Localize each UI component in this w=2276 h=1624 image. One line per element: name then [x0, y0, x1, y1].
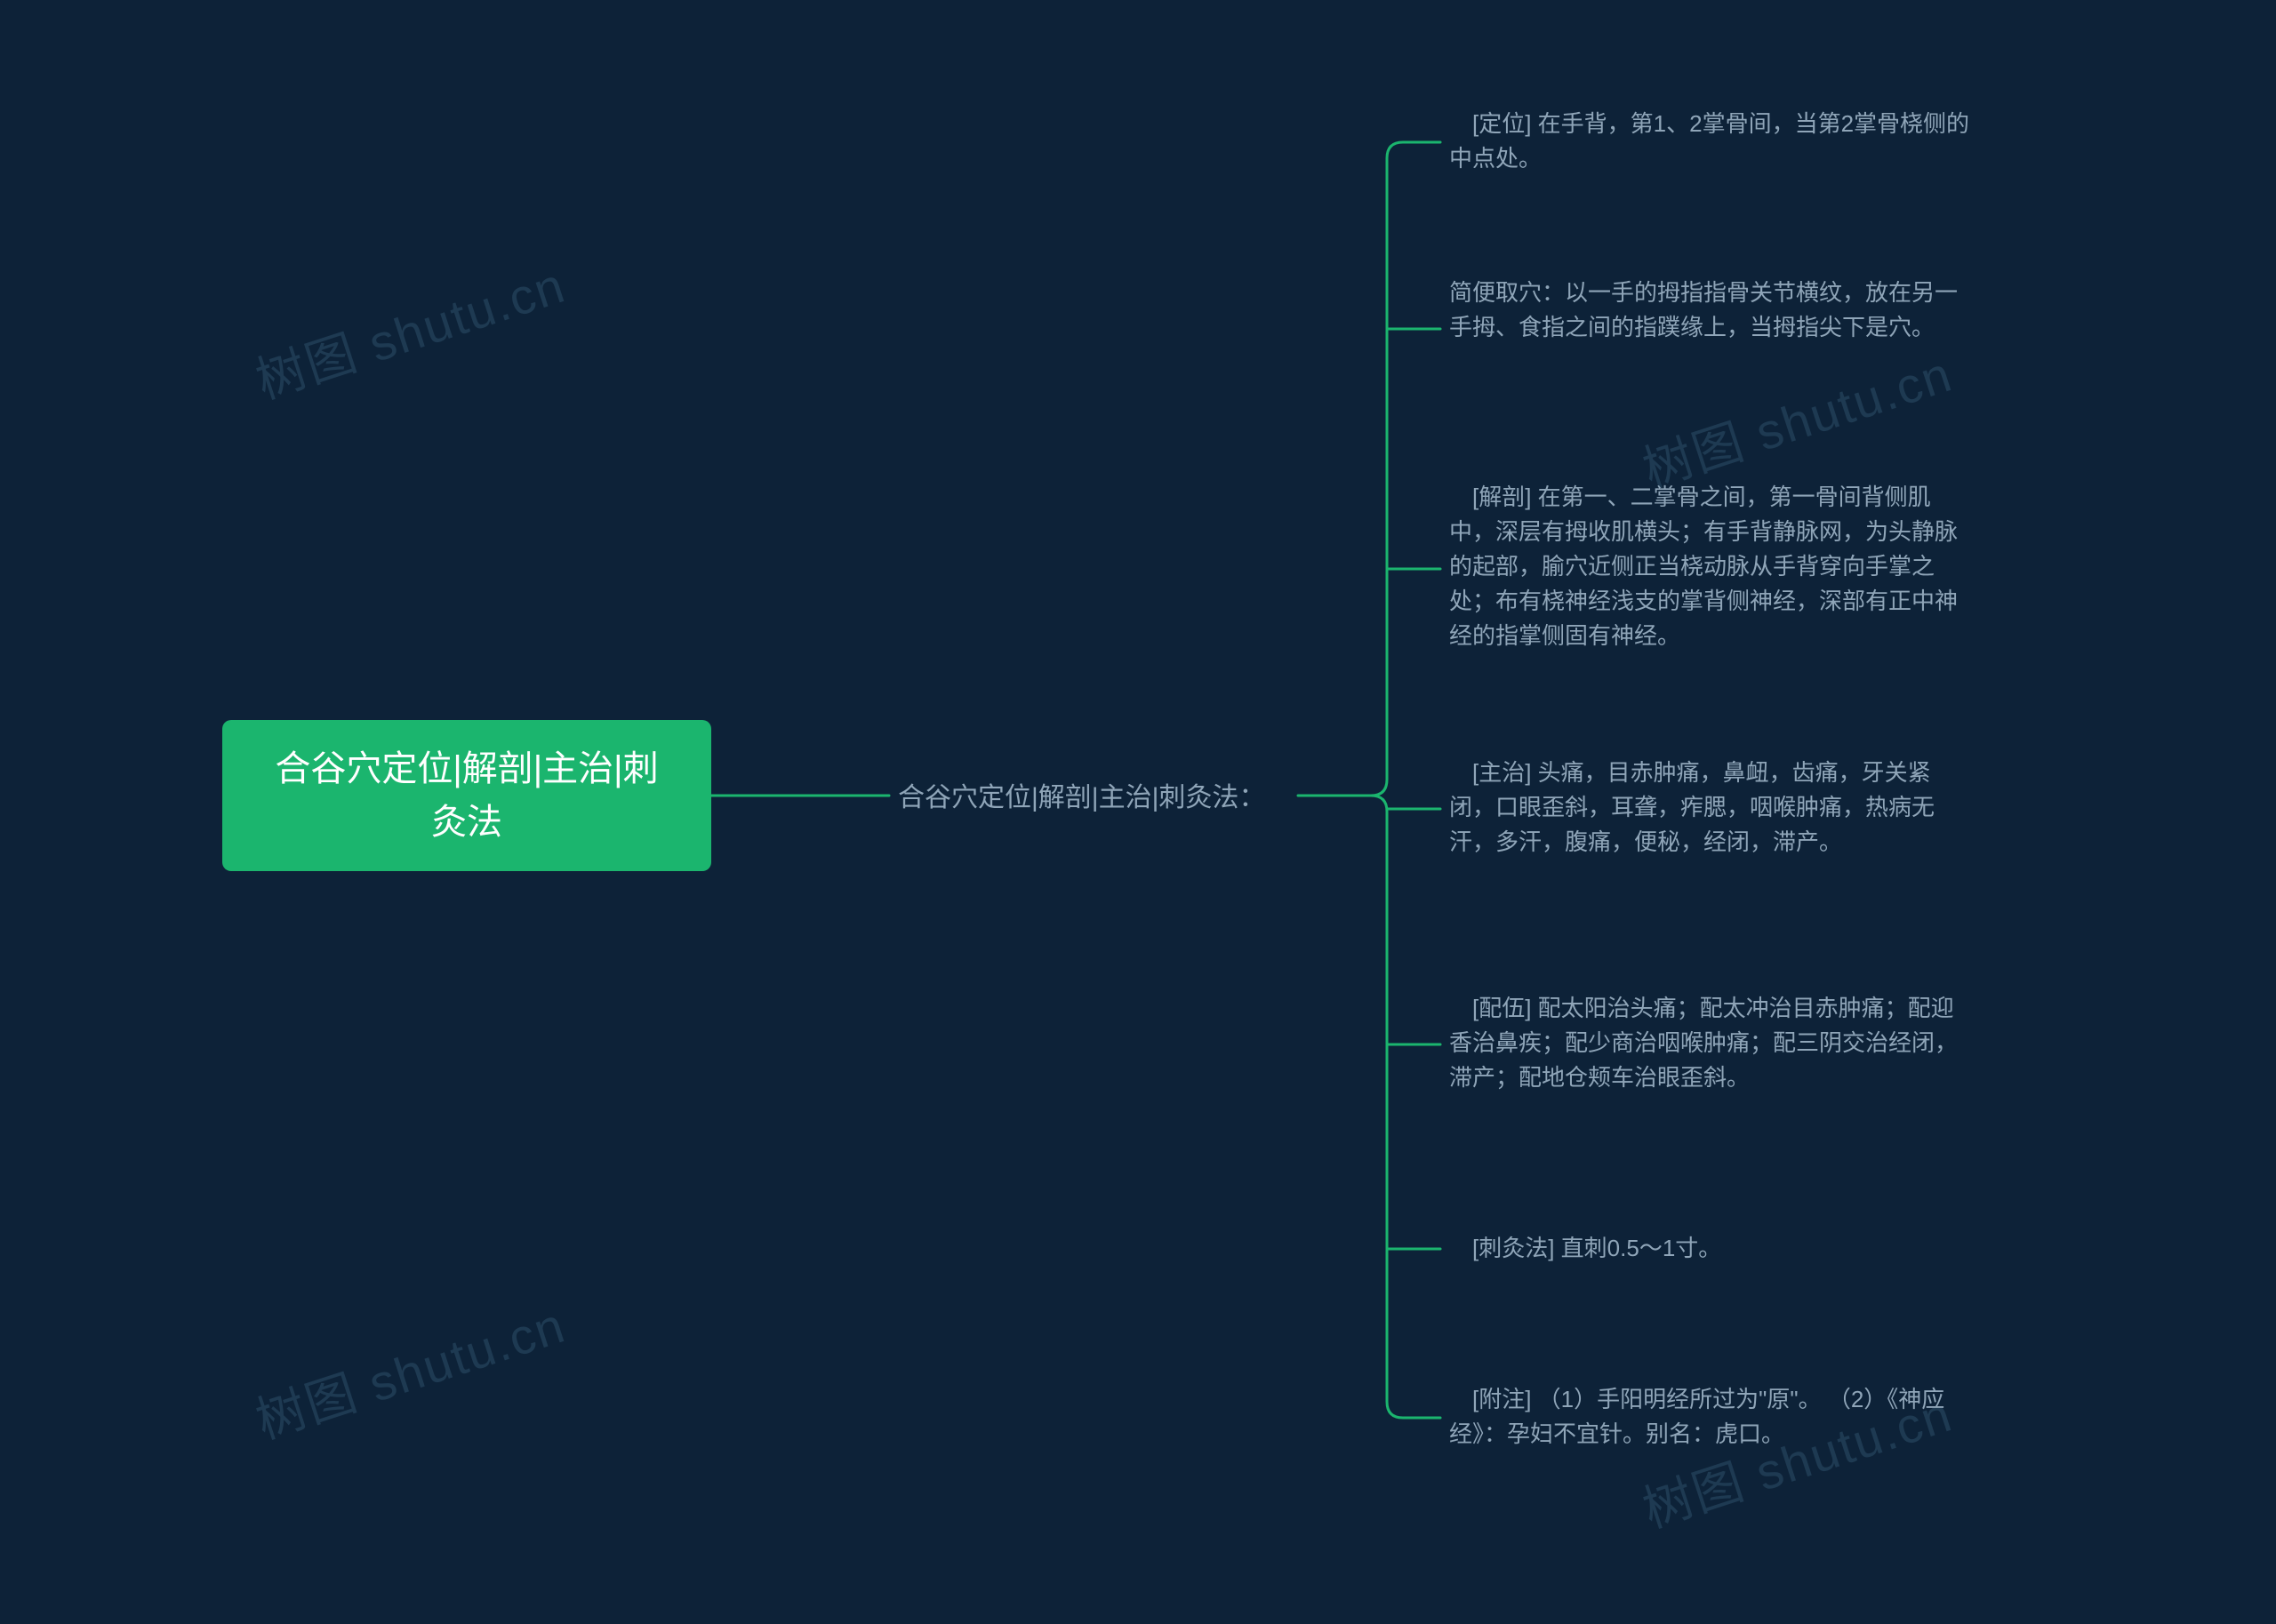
leaf-node: [解剖] 在第一、二掌骨之间，第一骨间背侧肌中，深层有拇收肌横头；有手背静脉网，… — [1449, 480, 1974, 653]
leaf-node: [刺灸法] 直刺0.5～1寸。 — [1449, 1231, 1721, 1266]
leaf-label: [定位] 在手背，第1、2掌骨间，当第2掌骨桡侧的中点处。 — [1449, 110, 1969, 172]
watermark: 树图 shutu.cn — [1632, 334, 1960, 502]
leaf-node: [附注] （1）手阳明经所过为"原"。 （2）《神应经》：孕妇不宜针。别名：虎口… — [1449, 1382, 1974, 1452]
leaf-label: [刺灸法] 直刺0.5～1寸。 — [1449, 1235, 1721, 1261]
leaf-node: [主治] 头痛，目赤肿痛，鼻衄，齿痛，牙关紧闭，口眼歪斜，耳聋，痄腮，咽喉肿痛，… — [1449, 756, 1974, 860]
level1-label: 合谷穴定位|解剖|主治|刺灸法： — [898, 783, 1265, 812]
leaf-label: [配伍] 配太阳治头痛；配太冲治目赤肿痛；配迎香治鼻疾；配少商治咽喉肿痛；配三阴… — [1449, 995, 1958, 1091]
leaf-node: 简便取穴：以一手的拇指指骨关节横纹，放在另一手拇、食指之间的指蹼缘上，当拇指尖下… — [1449, 276, 1974, 345]
level1-node: 合谷穴定位|解剖|主治|刺灸法： — [898, 778, 1265, 818]
root-label: 合谷穴定位|解剖|主治|刺灸法 — [267, 742, 667, 849]
leaf-label: [主治] 头痛，目赤肿痛，鼻衄，齿痛，牙关紧闭，口眼歪斜，耳聋，痄腮，咽喉肿痛，… — [1449, 759, 1935, 855]
watermark: 树图 shutu.cn — [245, 245, 573, 413]
watermark: 树图 shutu.cn — [245, 1285, 573, 1453]
leaf-label: 简便取穴：以一手的拇指指骨关节横纹，放在另一手拇、食指之间的指蹼缘上，当拇指尖下… — [1449, 279, 1958, 340]
leaf-label: [附注] （1）手阳明经所过为"原"。 （2）《神应经》：孕妇不宜针。别名：虎口… — [1449, 1386, 1944, 1447]
leaf-node: [定位] 在手背，第1、2掌骨间，当第2掌骨桡侧的中点处。 — [1449, 107, 1974, 176]
root-node: 合谷穴定位|解剖|主治|刺灸法 — [222, 720, 711, 871]
leaf-node: [配伍] 配太阳治头痛；配太冲治目赤肿痛；配迎香治鼻疾；配少商治咽喉肿痛；配三阴… — [1449, 991, 1974, 1095]
leaf-label: [解剖] 在第一、二掌骨之间，第一骨间背侧肌中，深层有拇收肌横头；有手背静脉网，… — [1449, 484, 1958, 649]
